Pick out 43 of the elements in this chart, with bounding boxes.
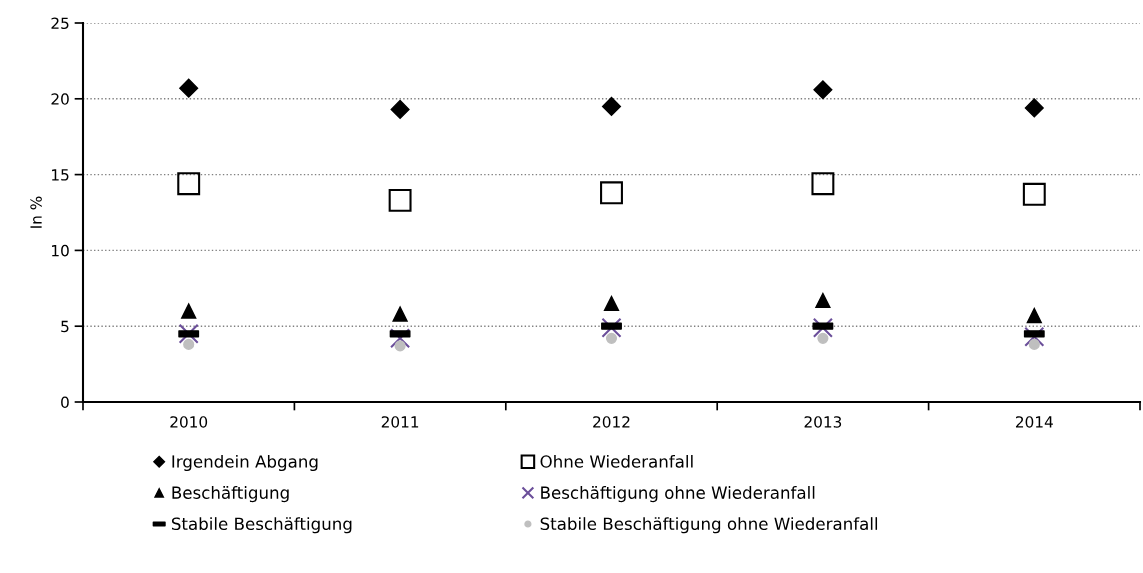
x-tick-label: 2010 <box>170 416 208 428</box>
point <box>394 340 406 352</box>
point <box>601 96 622 116</box>
x-tick-label: 2012 <box>593 416 630 428</box>
point <box>388 188 412 212</box>
point <box>177 172 201 196</box>
y-tick-label: 0 <box>61 396 69 409</box>
point <box>815 292 831 309</box>
legend-label: Beschäftigung ohne Wiederanfall <box>541 486 815 503</box>
x-tick-label: 2014 <box>1015 416 1053 428</box>
point <box>603 295 620 312</box>
legend-label: Stabile Beschäftigung <box>171 517 352 534</box>
y-tick-label: 5 <box>61 320 69 333</box>
point <box>1028 338 1040 350</box>
legend-label: Stabile Beschäftigung ohne Wiederanfall <box>540 517 878 534</box>
y-tick-label: 10 <box>52 244 69 257</box>
y-axis-title: In % <box>30 196 42 228</box>
point <box>813 80 833 100</box>
point <box>1022 182 1046 206</box>
point <box>1026 307 1042 324</box>
y-tick-label: 20 <box>51 93 69 105</box>
point <box>183 338 195 350</box>
x-tick-label: 2013 <box>804 416 842 428</box>
point <box>605 332 618 344</box>
point <box>812 317 833 338</box>
point <box>1024 98 1044 118</box>
point <box>817 332 829 344</box>
point <box>1024 326 1045 347</box>
point <box>392 306 408 322</box>
legend-label: Beschäftigung <box>172 486 289 503</box>
point <box>179 78 199 98</box>
x-tick-label: 2011 <box>381 416 419 428</box>
y-tick-label: 15 <box>52 169 69 181</box>
y-tick-label: 25 <box>51 17 69 30</box>
point <box>181 303 197 319</box>
point <box>811 172 835 196</box>
legend-label: Irgendein Abgang <box>172 454 318 472</box>
legend-label: Ohne Wiederanfall <box>540 454 693 468</box>
point <box>390 99 410 119</box>
point <box>600 181 623 205</box>
point <box>178 323 199 344</box>
point <box>390 328 411 349</box>
point <box>601 317 622 338</box>
